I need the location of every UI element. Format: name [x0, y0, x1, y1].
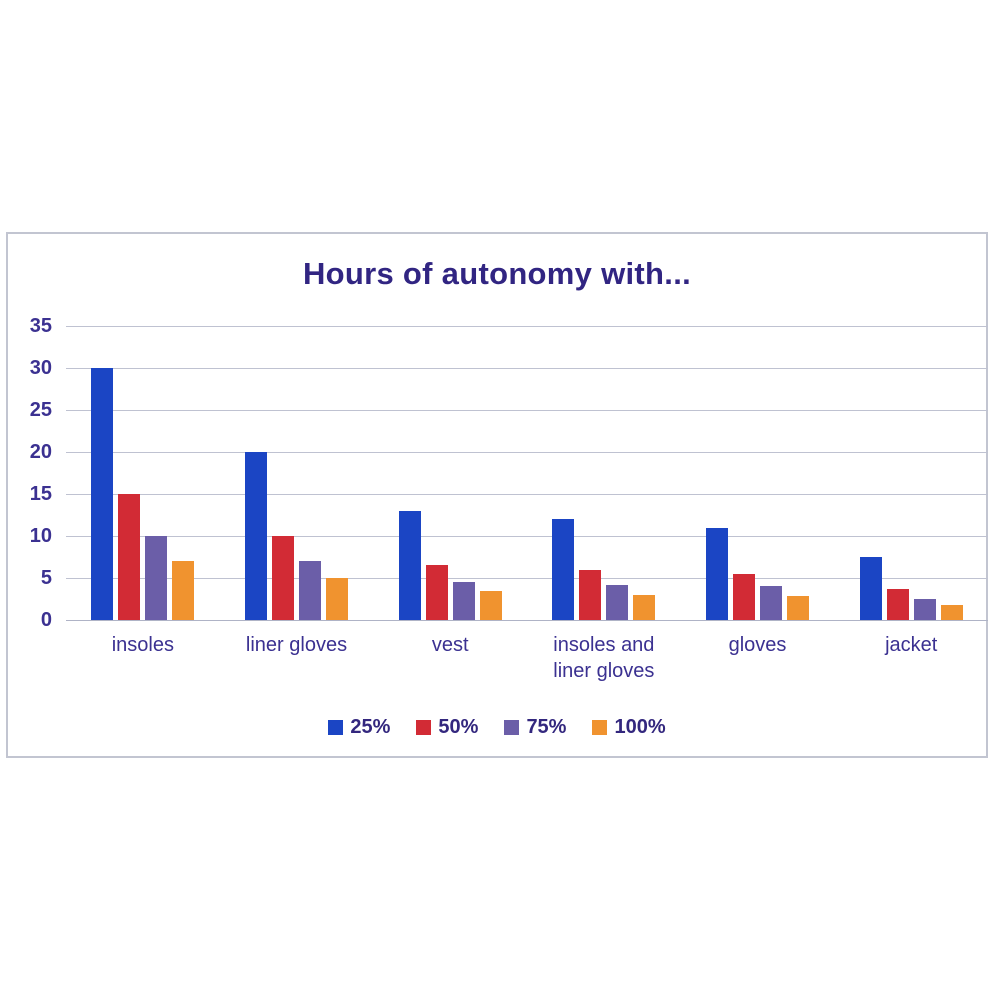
y-axis-tick-label: 35 — [29, 315, 52, 337]
bar — [299, 561, 321, 620]
bar — [633, 594, 656, 620]
gridline — [66, 452, 988, 453]
y-axis-tick-label: 10 — [29, 525, 52, 547]
legend-swatch-icon — [592, 720, 608, 735]
bar — [145, 536, 168, 620]
y-axis-tick-label: 5 — [40, 567, 52, 589]
bar — [913, 599, 936, 620]
bar — [326, 578, 348, 620]
legend-label: 25% — [350, 716, 391, 738]
bar-group — [681, 326, 835, 620]
x-axis-labels: insoles liner gloves vest insoles and liner… — [66, 632, 988, 684]
chart-title: Hours of autonomy with... — [302, 256, 692, 291]
plot-area: 0 5 10 15 20 25 30 35 — [30, 315, 988, 631]
legend-item: 50% — [416, 716, 478, 739]
y-axis-tick-label: 15 — [29, 483, 52, 505]
legend: 25% 50% 75% 100% — [8, 716, 986, 739]
x-axis-label: gloves — [728, 634, 787, 656]
gridline — [66, 536, 988, 537]
gridline — [66, 620, 988, 621]
bar — [706, 527, 729, 620]
bar — [552, 519, 575, 620]
legend-item: 100% — [592, 716, 666, 739]
bar — [579, 569, 602, 620]
bar — [606, 584, 629, 620]
bar — [940, 604, 963, 620]
bar — [479, 590, 502, 620]
bar — [787, 595, 810, 620]
bar — [452, 582, 475, 620]
y-axis-tick-label: 25 — [29, 399, 52, 421]
bar — [859, 557, 882, 620]
bar — [886, 588, 909, 620]
y-axis-tick-label: 0 — [40, 609, 52, 631]
y-axis-tick-label: 30 — [29, 357, 52, 379]
bar-group — [834, 326, 988, 620]
legend-swatch-icon — [504, 720, 520, 735]
bar-group — [66, 326, 220, 620]
bar — [245, 452, 267, 620]
x-axis-label: insoles and liner gloves — [553, 634, 655, 682]
bar — [425, 565, 448, 620]
x-axis-label: vest — [431, 634, 469, 656]
legend-label: 100% — [614, 716, 666, 738]
x-axis-label: liner gloves — [245, 634, 348, 656]
legend-item: 75% — [504, 716, 566, 739]
bar — [398, 510, 421, 620]
legend-swatch-icon — [416, 720, 432, 735]
bar — [172, 561, 195, 620]
gridline — [66, 410, 988, 411]
legend-item: 25% — [328, 716, 390, 739]
x-axis-label: insoles — [111, 634, 174, 656]
gridline — [66, 326, 988, 327]
bar — [91, 368, 114, 620]
gridline — [66, 368, 988, 369]
gridline — [66, 578, 988, 579]
bar — [272, 536, 294, 620]
bar-group — [373, 326, 527, 620]
bar-group — [527, 326, 681, 620]
legend-swatch-icon — [328, 720, 344, 735]
legend-label: 75% — [526, 716, 567, 738]
x-axis-label: jacket — [885, 634, 938, 656]
bar — [760, 585, 783, 620]
chart-frame: Hours of autonomy with... 0 5 10 15 20 25 30 35… — [6, 232, 988, 758]
bar — [733, 573, 756, 620]
y-axis-tick-label: 20 — [29, 441, 52, 463]
bar-group — [220, 326, 374, 620]
legend-label: 50% — [438, 716, 479, 738]
bar — [118, 494, 141, 620]
bar-groups — [66, 326, 988, 620]
gridline — [66, 494, 988, 495]
